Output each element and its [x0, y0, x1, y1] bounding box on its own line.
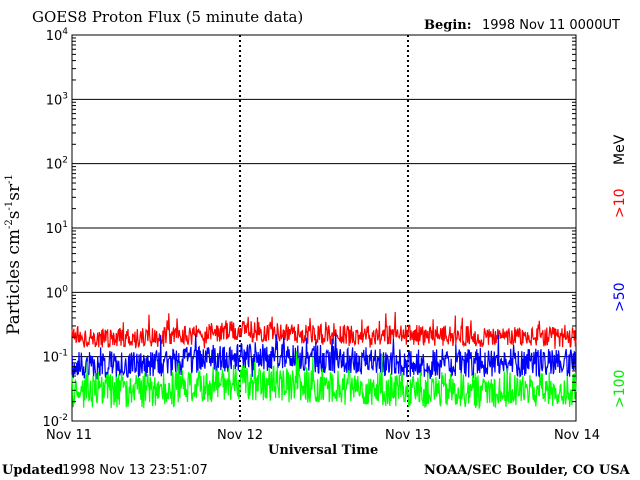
- updated-label: Updated: [2, 463, 63, 478]
- y-tick-label: 102: [46, 156, 68, 173]
- legend-gt100: >100: [612, 370, 628, 408]
- series-line-gt100: [71, 351, 577, 410]
- begin-value: 1998 Nov 11 0000UT: [482, 18, 620, 33]
- series-line-gt50: [71, 333, 577, 380]
- y-tick-label: 10-1: [42, 349, 68, 366]
- x-tick-labels: Nov 11 Nov 12 Nov 13 Nov 14: [46, 428, 600, 443]
- y-tick-label: 104: [46, 27, 69, 44]
- x-tick-label: Nov 11: [46, 428, 92, 443]
- series-line-gt10: [71, 311, 577, 349]
- chart-title: GOES8 Proton Flux (5 minute data): [32, 8, 303, 26]
- y-axis-label: Particles cm-2s-1sr-1: [4, 174, 24, 335]
- updated-value: 1998 Nov 13 23:51:07: [62, 463, 208, 478]
- x-tick-label: Nov 13: [385, 428, 431, 443]
- tick-marks: [72, 37, 576, 403]
- x-tick-label: Nov 12: [217, 428, 263, 443]
- legend-gt50: >50: [612, 282, 628, 312]
- y-tick-label: 10-2: [42, 413, 68, 430]
- x-axis-label: Universal Time: [268, 443, 378, 458]
- y-tick-label: 103: [46, 91, 68, 108]
- y-tick-labels: 10-2 10-1 100 101 102 103 104: [42, 27, 68, 430]
- y-tick-label: 101: [46, 220, 68, 237]
- y-tick-label: 100: [46, 284, 69, 301]
- legend-gt10: >10: [612, 188, 628, 218]
- credit-text: NOAA/SEC Boulder, CO USA: [424, 463, 631, 478]
- begin-label: Begin:: [424, 18, 472, 33]
- series-group: [71, 311, 577, 410]
- legend-unit: MeV: [612, 134, 628, 165]
- x-tick-label: Nov 14: [554, 428, 600, 443]
